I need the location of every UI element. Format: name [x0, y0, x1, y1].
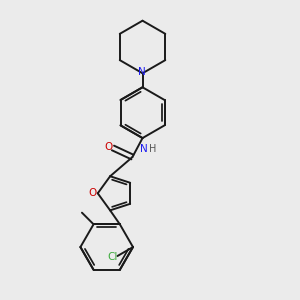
- Text: H: H: [149, 143, 156, 154]
- Text: N: N: [140, 143, 148, 154]
- Text: N: N: [138, 68, 146, 77]
- Text: O: O: [88, 188, 97, 198]
- Text: O: O: [104, 142, 112, 152]
- Text: Cl: Cl: [107, 253, 117, 262]
